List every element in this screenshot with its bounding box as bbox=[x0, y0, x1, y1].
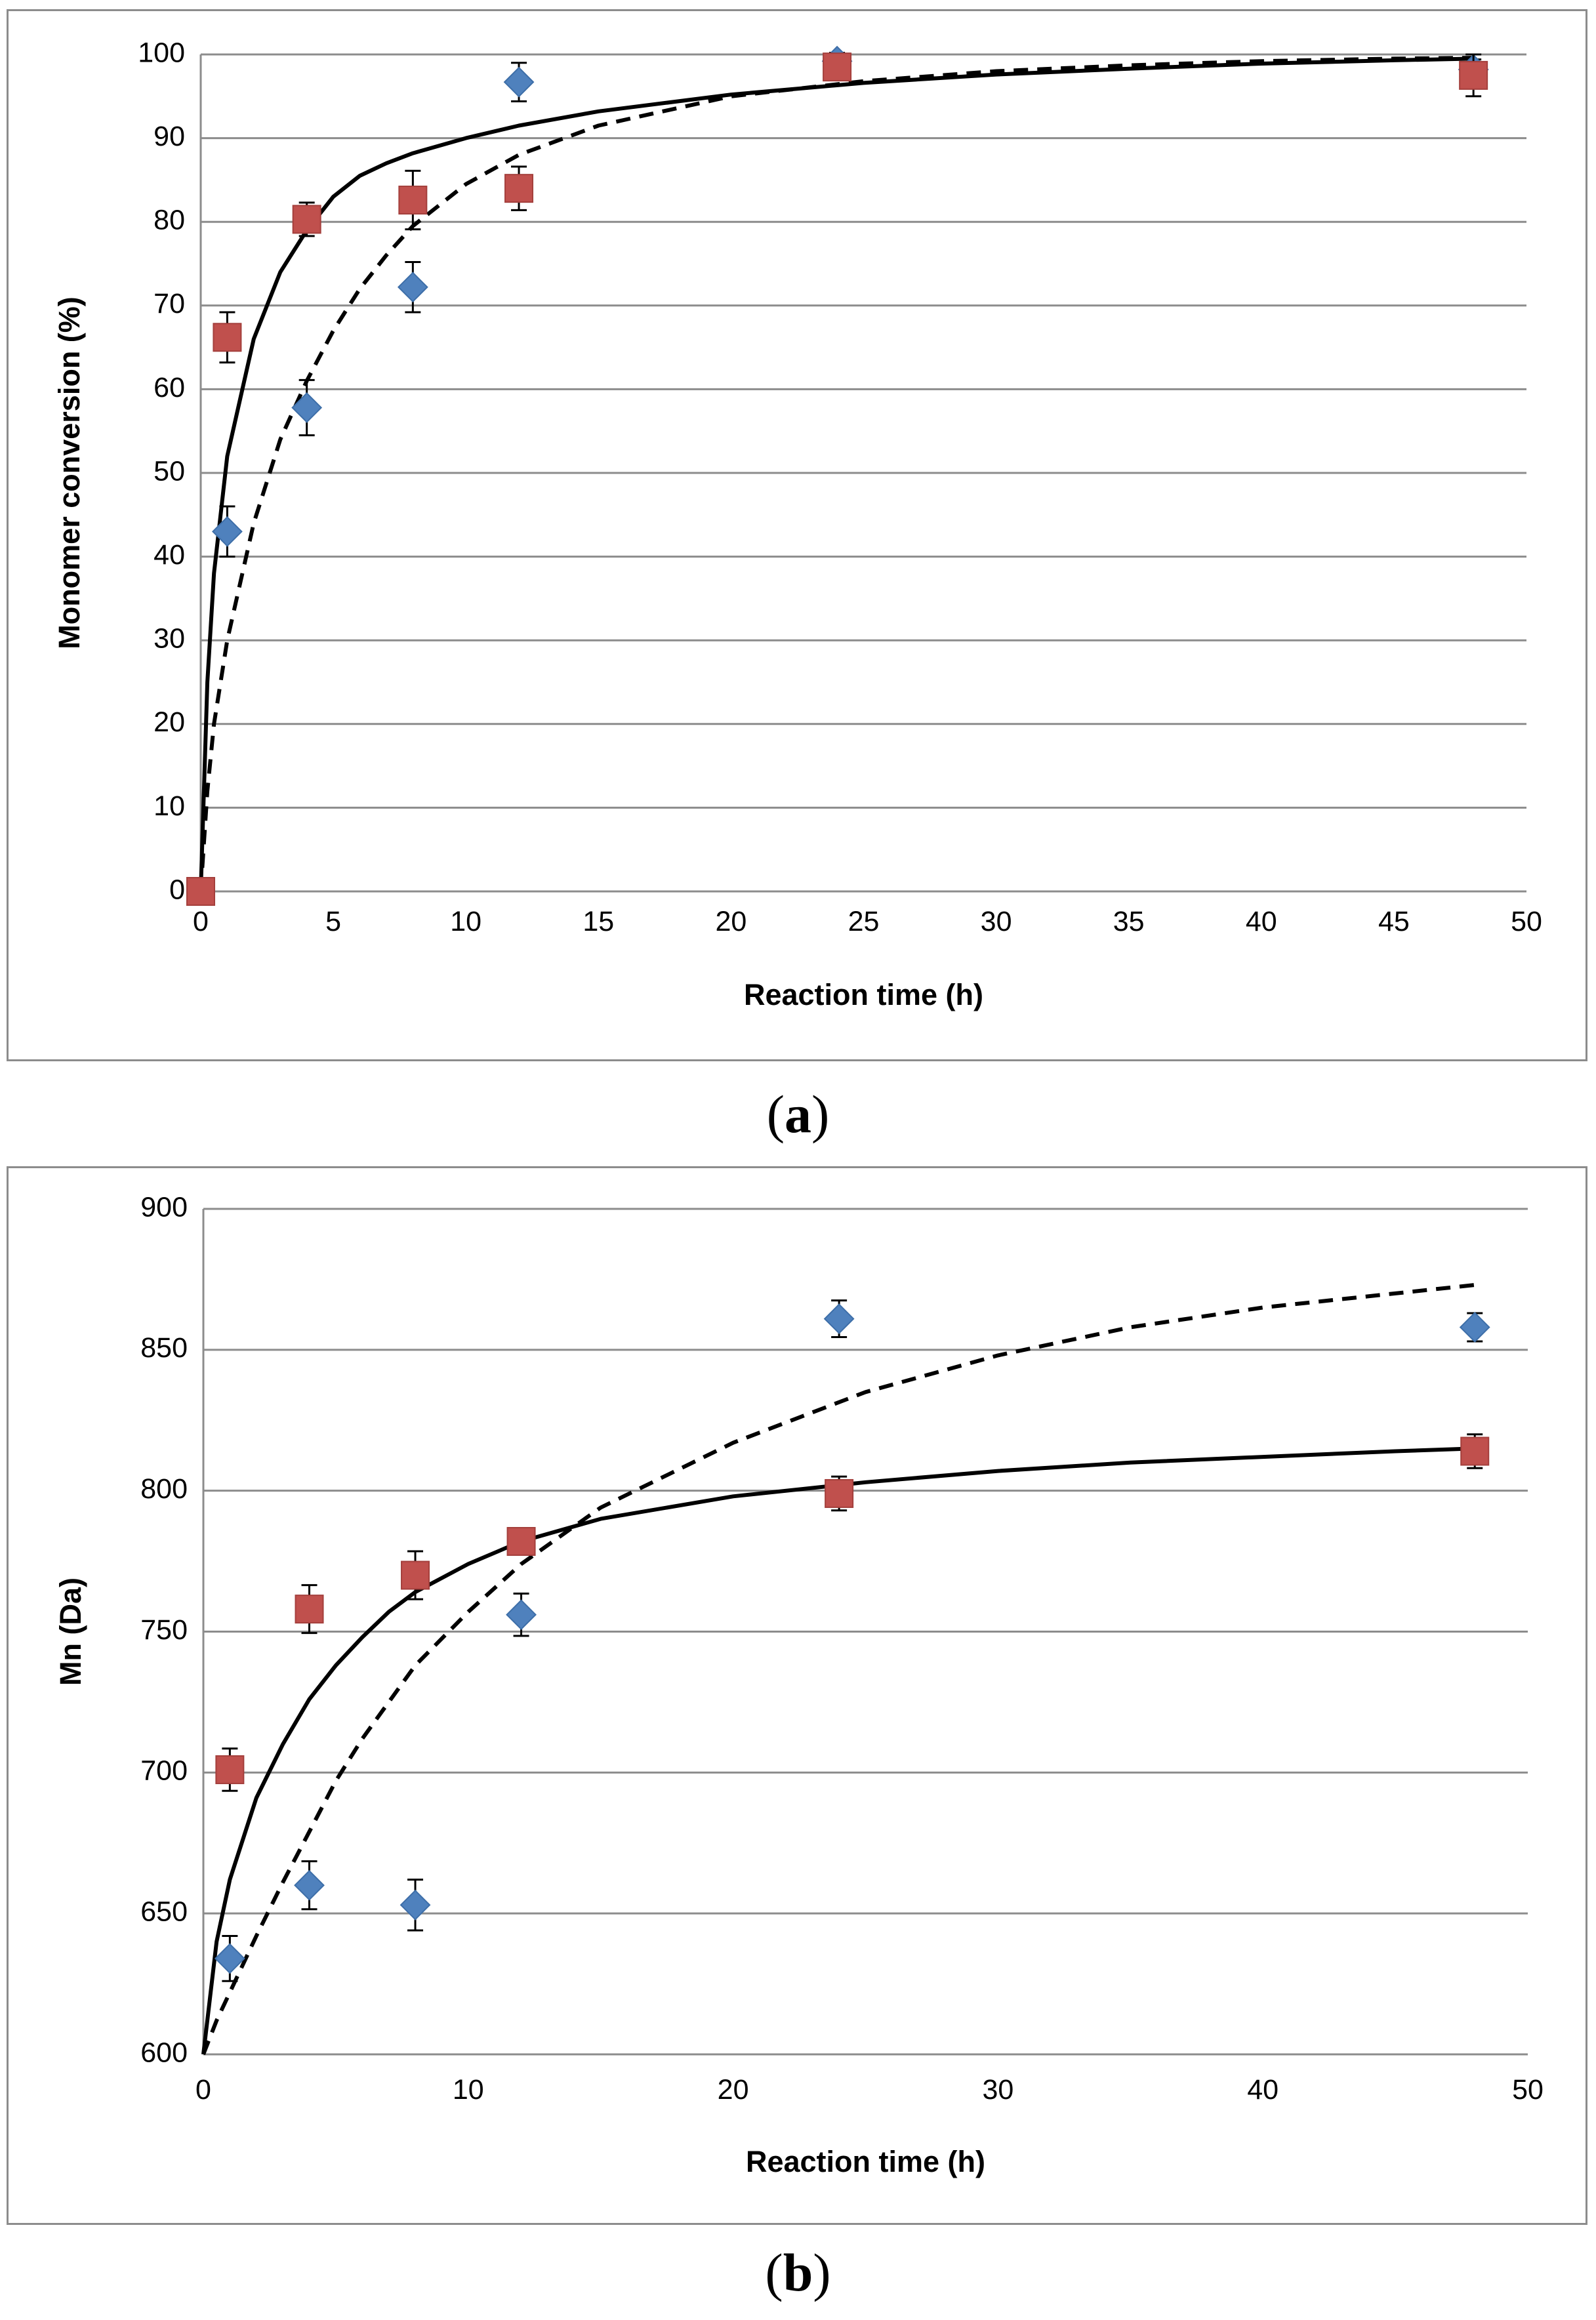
x-tick-label: 0 bbox=[195, 2074, 211, 2106]
red-square-point bbox=[825, 1478, 854, 1508]
y-tick-label: 800 bbox=[140, 1473, 188, 1505]
x-tick-label: 10 bbox=[450, 906, 481, 937]
chart-a-svg: 0 10 20 30 40 50 60 70 80 90 100 0 5 10 15 20 25 30 35 40 45… bbox=[52, 37, 1542, 1011]
blue-diamond-point bbox=[214, 1943, 245, 1974]
y-tick-label: 700 bbox=[140, 1755, 188, 1787]
x-tick-label: 40 bbox=[1247, 2074, 1279, 2106]
blue-diamond-point bbox=[212, 516, 243, 547]
y-axis-title: Mn (Da) bbox=[54, 1577, 87, 1686]
x-tick-label: 50 bbox=[1512, 2074, 1544, 2106]
y-tick-label: 50 bbox=[153, 455, 185, 487]
y-tick-label: 100 bbox=[138, 37, 185, 68]
red-square-point bbox=[401, 1560, 430, 1590]
y-tick-label: 900 bbox=[140, 1191, 188, 1223]
blue-diamond-point bbox=[397, 272, 428, 303]
x-tick-label: 20 bbox=[715, 906, 747, 937]
y-tick-label: 10 bbox=[153, 790, 185, 822]
red-square-point bbox=[295, 1595, 324, 1624]
solid-fit-curve bbox=[201, 1446, 1475, 2055]
red-square-point bbox=[215, 1755, 245, 1785]
x-tick-label: 5 bbox=[325, 906, 341, 937]
blue-diamond-point bbox=[506, 1599, 537, 1631]
x-tick-label: 20 bbox=[718, 2074, 749, 2106]
y-tick-label: 60 bbox=[153, 372, 185, 403]
y-tick-label: 80 bbox=[153, 205, 185, 236]
red-square-point bbox=[506, 1527, 536, 1557]
y-tick-label: 850 bbox=[140, 1332, 188, 1364]
chart-b-svg: 600 650 700 750 800 850 900 0 10 20 30 40 50 Reaction… bbox=[54, 1191, 1544, 2178]
red-square-point bbox=[398, 186, 428, 215]
y-tick-label: 90 bbox=[153, 121, 185, 152]
red-square-point bbox=[823, 52, 852, 82]
blue-diamond-point bbox=[503, 66, 535, 98]
red-square-point bbox=[1459, 60, 1488, 90]
x-axis-title: Reaction time (h) bbox=[746, 2145, 985, 2178]
panel-label-b-letter: b bbox=[783, 2243, 813, 2302]
blue-diamond-point bbox=[823, 1303, 855, 1334]
red-square-point bbox=[213, 323, 242, 352]
chart-panel-a: 0 10 20 30 40 50 60 70 80 90 100 0 5 10 15 20 25 30 35 40 45… bbox=[7, 9, 1587, 1061]
y-tick-label: 20 bbox=[153, 706, 185, 738]
y-tick-label: 30 bbox=[153, 623, 185, 655]
y-tick-label: 650 bbox=[140, 1896, 188, 1928]
x-tick-label: 15 bbox=[583, 906, 614, 937]
y-tick-label: 750 bbox=[140, 1614, 188, 1646]
y-tick-label: 70 bbox=[153, 288, 185, 319]
x-tick-label: 0 bbox=[193, 906, 209, 937]
y-tick-label: 40 bbox=[153, 539, 185, 571]
red-square-point bbox=[504, 174, 534, 203]
blue-diamond-point bbox=[291, 392, 323, 423]
x-tick-label: 10 bbox=[453, 2074, 484, 2106]
x-tick-label: 30 bbox=[982, 2074, 1013, 2106]
panel-label-a: (a) bbox=[766, 1084, 830, 1144]
dashed-fit-curve bbox=[201, 1283, 1475, 2056]
dashed-fit-curve bbox=[199, 56, 1474, 892]
blue-diamond-point bbox=[294, 1869, 325, 1901]
y-tick-label: 600 bbox=[140, 2037, 188, 2068]
panel-label-b: (b) bbox=[765, 2243, 831, 2302]
y-axis-title: Monomer conversion (%) bbox=[52, 296, 86, 649]
panel-label-a-letter: a bbox=[785, 1084, 811, 1144]
chart-panel-b: 600 650 700 750 800 850 900 0 10 20 30 40 50 Reaction… bbox=[7, 1166, 1587, 2225]
x-tick-label: 35 bbox=[1113, 906, 1145, 937]
x-tick-label: 25 bbox=[848, 906, 880, 937]
y-tick-label: 0 bbox=[169, 874, 185, 905]
red-square-point bbox=[292, 205, 321, 234]
x-tick-label: 45 bbox=[1378, 906, 1410, 937]
x-tick-label: 40 bbox=[1246, 906, 1277, 937]
red-square-point bbox=[186, 877, 215, 906]
x-axis-title: Reaction time (h) bbox=[744, 978, 983, 1011]
solid-fit-curve bbox=[199, 56, 1474, 892]
x-tick-label: 30 bbox=[981, 906, 1012, 937]
x-tick-label: 50 bbox=[1511, 906, 1542, 937]
blue-diamond-point bbox=[399, 1889, 431, 1921]
red-square-point bbox=[1460, 1436, 1490, 1466]
blue-diamond-point bbox=[1459, 1312, 1490, 1343]
